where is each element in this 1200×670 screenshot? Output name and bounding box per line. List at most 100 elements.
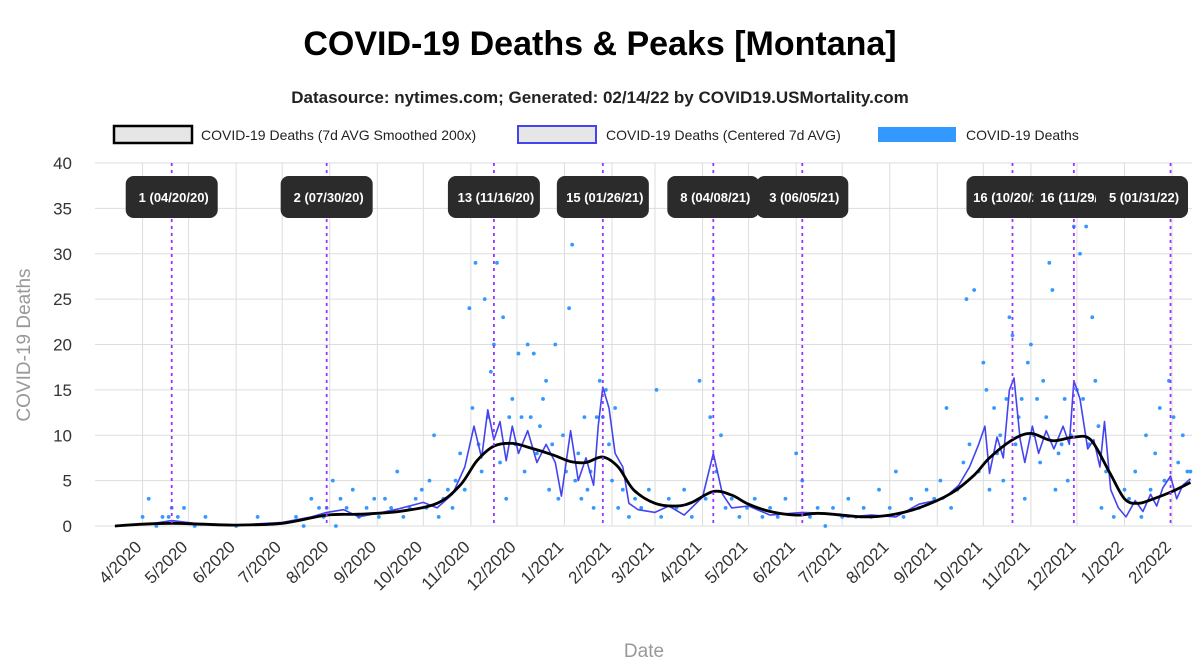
x-tick-label: 6/2021 <box>749 537 799 587</box>
daily-point <box>504 496 509 501</box>
daily-point <box>1007 315 1012 320</box>
daily-point <box>972 288 977 292</box>
daily-point <box>166 515 171 519</box>
daily-point <box>338 496 343 501</box>
x-tick-label: 10/2020 <box>369 537 426 594</box>
daily-point <box>760 515 765 519</box>
daily-point <box>901 515 906 519</box>
daily-point <box>401 515 406 519</box>
daily-point <box>831 505 835 510</box>
daily-point <box>544 378 548 383</box>
daily-point <box>462 487 467 492</box>
daily-point <box>203 515 208 519</box>
daily-point <box>182 505 186 510</box>
daily-point <box>815 505 820 510</box>
daily-point <box>495 260 499 265</box>
daily-point <box>525 342 530 347</box>
daily-point <box>413 496 418 501</box>
daily-point <box>646 487 651 492</box>
daily-point <box>783 496 788 501</box>
daily-point <box>633 496 637 501</box>
daily-point <box>654 387 659 392</box>
legend-swatch-avg7 <box>517 125 597 144</box>
daily-point <box>473 260 478 265</box>
peak-label: 8 (04/08/21) <box>667 176 760 218</box>
daily-point <box>333 524 338 528</box>
daily-point <box>541 397 545 401</box>
x-tick-label: 5/2020 <box>141 537 191 587</box>
daily-point <box>711 297 716 302</box>
daily-point <box>737 515 742 519</box>
daily-point <box>556 496 561 501</box>
avg7-series-line <box>114 377 1192 527</box>
daily-point <box>510 397 515 401</box>
daily-point <box>607 442 611 447</box>
daily-point <box>383 496 387 501</box>
daily-point <box>708 415 713 419</box>
daily-point <box>419 487 424 492</box>
daily-point <box>1133 469 1138 474</box>
daily-point <box>330 478 335 483</box>
daily-point <box>1001 478 1006 483</box>
daily-point <box>1004 397 1009 401</box>
daily-point <box>579 496 584 501</box>
peak-label-text: 8 (04/08/21) <box>680 190 750 205</box>
legend-label-avg7: COVID-19 Deaths (Centered 7d AVG) <box>606 127 841 143</box>
daily-point <box>1050 288 1055 292</box>
x-tick-label: 11/2020 <box>418 537 474 593</box>
daily-point <box>1176 460 1181 465</box>
daily-point <box>823 524 828 528</box>
daily-point <box>1122 487 1127 492</box>
daily-point <box>808 515 812 519</box>
daily-point <box>479 469 484 474</box>
daily-point <box>689 515 694 519</box>
daily-point <box>445 487 450 492</box>
peak-label-bg <box>1096 176 1188 218</box>
daily-point <box>395 469 400 474</box>
daily-point <box>1099 505 1104 510</box>
daily-point <box>376 515 381 519</box>
daily-point <box>1111 515 1116 519</box>
peak-label-bg <box>966 176 1054 218</box>
daily-point <box>597 378 602 383</box>
peak-label-text: 15 (01/26/21) <box>566 190 643 205</box>
avg7-line <box>114 377 1192 527</box>
daily-point <box>458 451 463 456</box>
daily-point <box>1153 451 1158 456</box>
y-tick-label: 30 <box>53 245 72 264</box>
daily-deaths-points <box>140 224 1193 528</box>
legend-swatch-smoothed <box>112 124 194 145</box>
daily-point <box>501 315 506 320</box>
y-axis: 0 5 10 15 20 25 30 35 40 <box>53 154 72 536</box>
x-tick-label: 3/2021 <box>608 537 658 587</box>
x-tick-label: 1/2021 <box>517 537 567 587</box>
x-tick-label: 8/2021 <box>842 537 892 587</box>
peak-label-text: 13 (11/16/20) <box>458 190 535 205</box>
peak-label-bg <box>447 176 540 218</box>
daily-point <box>610 478 614 483</box>
daily-point <box>538 424 542 429</box>
legend: COVID-19 Deaths (7d AVG Smoothed 200x) C… <box>112 124 1079 145</box>
daily-point <box>427 478 432 483</box>
peak-label: 1 (04/20/20) <box>125 176 218 218</box>
daily-point <box>1081 397 1085 401</box>
peak-label-bg <box>756 176 849 218</box>
daily-point <box>620 487 625 492</box>
daily-point <box>909 496 914 501</box>
y-tick-label: 0 <box>63 517 72 536</box>
daily-point <box>1162 478 1167 483</box>
daily-point <box>604 387 608 392</box>
daily-point <box>697 378 702 383</box>
chart-subtitle: Datasource: nytimes.com; Generated: 02/1… <box>291 88 909 107</box>
daily-point <box>519 415 524 419</box>
y-tick-label: 15 <box>53 381 72 400</box>
daily-point <box>1038 460 1043 465</box>
daily-point <box>591 505 596 510</box>
daily-point <box>154 524 159 528</box>
daily-point <box>1090 315 1095 320</box>
daily-point <box>389 505 394 510</box>
daily-point <box>1078 251 1082 256</box>
smoothed-line <box>114 431 1192 528</box>
daily-point <box>1084 224 1089 229</box>
daily-point <box>666 496 671 501</box>
